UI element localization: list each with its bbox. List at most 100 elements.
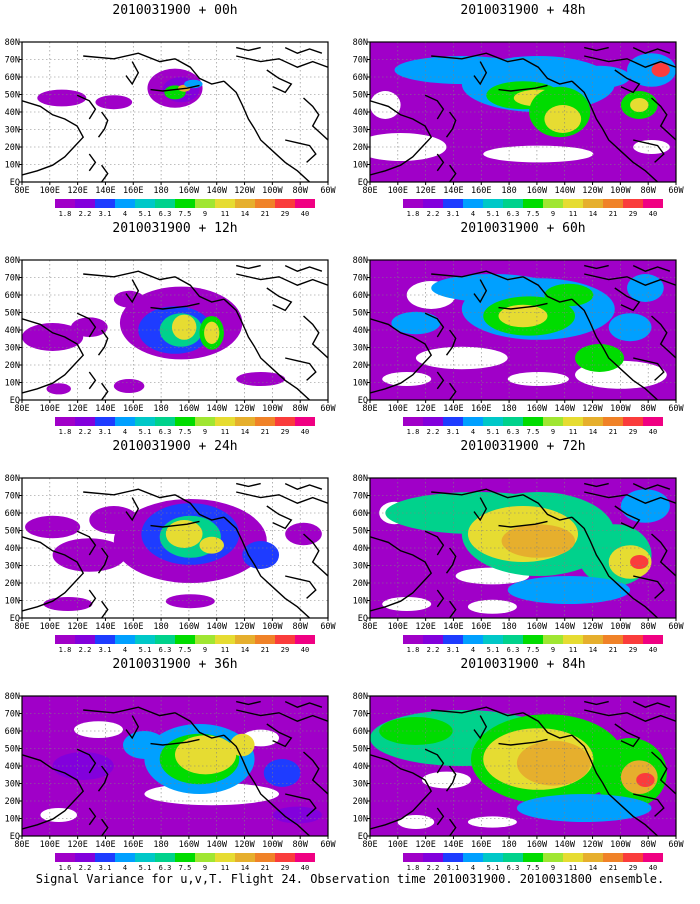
field-contour (636, 773, 655, 787)
y-tick-label: 80N (353, 692, 368, 702)
colorbar-swatch (523, 853, 543, 862)
colorbar-label: 1.6 (59, 864, 72, 872)
coastline (101, 164, 109, 182)
colorbar-label: 1.8 (407, 864, 420, 872)
coastline (236, 482, 261, 488)
coastline (97, 111, 109, 138)
y-tick-label: EQ (10, 832, 20, 842)
coastline (436, 153, 445, 172)
coastline (651, 533, 676, 577)
coastline (236, 55, 328, 68)
coastline (445, 765, 457, 792)
colorbar-swatch (195, 853, 215, 862)
coastline (125, 61, 140, 86)
colorbar-swatch (155, 635, 175, 644)
colorbar-label: 1.8 (59, 646, 72, 654)
x-tick-label: 180 (501, 186, 516, 196)
y-tick-label: 70N (5, 710, 20, 720)
colorbar-swatch (55, 417, 75, 426)
colorbar-swatch (623, 199, 643, 208)
colorbar-label: 5.1 (487, 428, 500, 436)
coastline (522, 712, 573, 739)
colorbar-swatch (423, 199, 443, 208)
coastline (303, 751, 328, 795)
field-contour (175, 735, 237, 775)
coastline (571, 298, 659, 400)
colorbar-swatch (483, 199, 503, 208)
y-tick-label: 10N (353, 597, 368, 607)
coastline (284, 264, 323, 272)
colorbar-swatch (195, 199, 215, 208)
coastline (449, 600, 457, 618)
field-contour (25, 515, 81, 539)
colorbar-swatch (603, 635, 623, 644)
field-contour (70, 317, 108, 338)
x-tick-label: 120W (582, 404, 603, 414)
coastline (236, 491, 328, 504)
field-contour (113, 379, 145, 393)
colorbar-swatch (483, 417, 503, 426)
colorbar-label: 40 (301, 428, 309, 436)
colorbar-label: 14 (589, 646, 597, 654)
y-tick-label: 30N (353, 344, 368, 354)
x-tick-label: 80E (14, 404, 29, 414)
coastline (584, 709, 676, 722)
colorbar-label: 2.2 (79, 428, 92, 436)
x-tick-label: 100E (388, 404, 408, 414)
y-tick-label: 20N (353, 797, 368, 807)
coastline (236, 273, 328, 286)
coastline (101, 382, 109, 400)
colorbar-label: 29 (629, 428, 637, 436)
x-tick-label: 180 (501, 404, 516, 414)
colorbar-swatch (215, 635, 235, 644)
coastline (370, 536, 433, 612)
coastline (473, 715, 488, 740)
y-tick-label: 10N (5, 597, 20, 607)
coastline (150, 302, 200, 310)
y-tick-label: 30N (353, 562, 368, 572)
x-tick-label: 160W (527, 840, 548, 850)
colorbar-swatch (403, 853, 423, 862)
field-contour (46, 383, 71, 395)
field-contour (272, 806, 322, 824)
colorbar-label: 9 (551, 210, 555, 218)
colorbar-swatch (175, 417, 195, 426)
field-contour (391, 311, 441, 335)
colorbar-label: 5.1 (487, 864, 500, 872)
colorbar-label: 21 (609, 210, 617, 218)
map-panel-0h: 2010031900 + 00h 80E 100E 120E 140E 160E 180 16… (5, 3, 337, 218)
colorbar-label: 4 (123, 210, 127, 218)
colorbar-swatch (135, 635, 155, 644)
coastline (266, 505, 293, 530)
y-tick-label: 30N (353, 780, 368, 790)
y-tick-label: 30N (5, 126, 20, 136)
colorbar-label: 29 (281, 428, 289, 436)
colorbar-swatch (563, 199, 583, 208)
field-contour (37, 89, 87, 107)
panel-title: 2010031900 + 36h (112, 657, 237, 672)
colorbar-label: 29 (281, 864, 289, 872)
colorbar-swatch (275, 853, 295, 862)
colorbar: 1.8 2.2 3.1 4 5.1 6.3 7.5 9 11 14 21 29 40 (403, 635, 663, 654)
x-tick-label: 80W (641, 840, 657, 850)
coastline (236, 46, 261, 52)
colorbar-label: 1.8 (407, 646, 420, 654)
panel-title: 2010031900 + 72h (460, 439, 585, 454)
x-tick-label: 60W (668, 840, 684, 850)
x-tick-label: 160W (179, 840, 200, 850)
y-tick-label: 10N (5, 815, 20, 825)
y-tick-label: 80N (5, 474, 20, 484)
colorbar-swatch (235, 417, 255, 426)
colorbar-label: 3.1 (99, 210, 112, 218)
coastline (584, 482, 609, 488)
colorbar: 1.8 2.2 3.1 4 5.1 6.3 7.5 9 11 14 21 29 40 (55, 199, 315, 218)
coastline (498, 302, 548, 310)
colorbar-swatch (55, 199, 75, 208)
colorbar-swatch (483, 635, 503, 644)
x-tick-label: 180 (501, 840, 516, 850)
coastline (370, 100, 433, 176)
colorbar-swatch (75, 199, 95, 208)
coastline (584, 46, 609, 52)
coastline (431, 52, 524, 63)
